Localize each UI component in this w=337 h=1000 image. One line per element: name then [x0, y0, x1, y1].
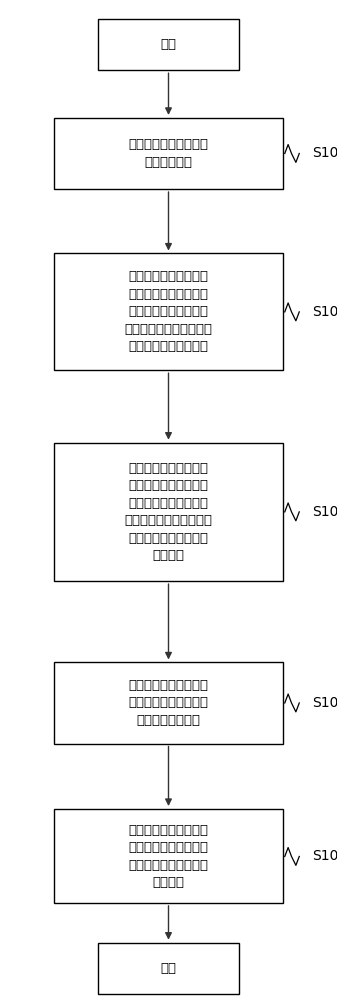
Text: 将长轴方向和第一短轴
方向通过正交化方法得
到第二短轴的方向: 将长轴方向和第一短轴 方向通过正交化方法得 到第二短轴的方向 — [128, 679, 209, 727]
Text: 将心脏三维图像转化为
基于传统心脏视角的长
轴、第一短轴和第二短
轴的图像: 将心脏三维图像转化为 基于传统心脏视角的长 轴、第一短轴和第二短 轴的图像 — [128, 824, 209, 889]
Text: 结束: 结束 — [160, 962, 177, 975]
Text: S103: S103 — [312, 505, 337, 519]
Text: S101: S101 — [312, 146, 337, 160]
Text: 根据心脏所在的区域和
心脏的位置检测器，检
测确定心脏第一短轴方
向的关键特征点，并根据
其获取传统心脏视角的
第一短轴: 根据心脏所在的区域和 心脏的位置检测器，检 测确定心脏第一短轴方 向的关键特征点… — [124, 462, 213, 562]
Text: 开始: 开始 — [160, 38, 177, 51]
FancyBboxPatch shape — [54, 253, 283, 370]
FancyBboxPatch shape — [98, 943, 239, 994]
FancyBboxPatch shape — [54, 809, 283, 903]
Text: 输入图像并初步定位心
脏所在的区域: 输入图像并初步定位心 脏所在的区域 — [128, 138, 209, 169]
Text: 根据心脏所在的区域和
心脏的位置检测器，检
测确定心脏长轴方向的
关键特征点，并根据其获
取传统心脏视角的长轴: 根据心脏所在的区域和 心脏的位置检测器，检 测确定心脏长轴方向的 关键特征点，并… — [124, 270, 213, 353]
FancyBboxPatch shape — [98, 19, 239, 70]
FancyBboxPatch shape — [54, 662, 283, 744]
Text: S105: S105 — [312, 849, 337, 863]
Text: S104: S104 — [312, 696, 337, 710]
FancyBboxPatch shape — [54, 118, 283, 189]
Text: S102: S102 — [312, 305, 337, 319]
FancyBboxPatch shape — [54, 443, 283, 581]
